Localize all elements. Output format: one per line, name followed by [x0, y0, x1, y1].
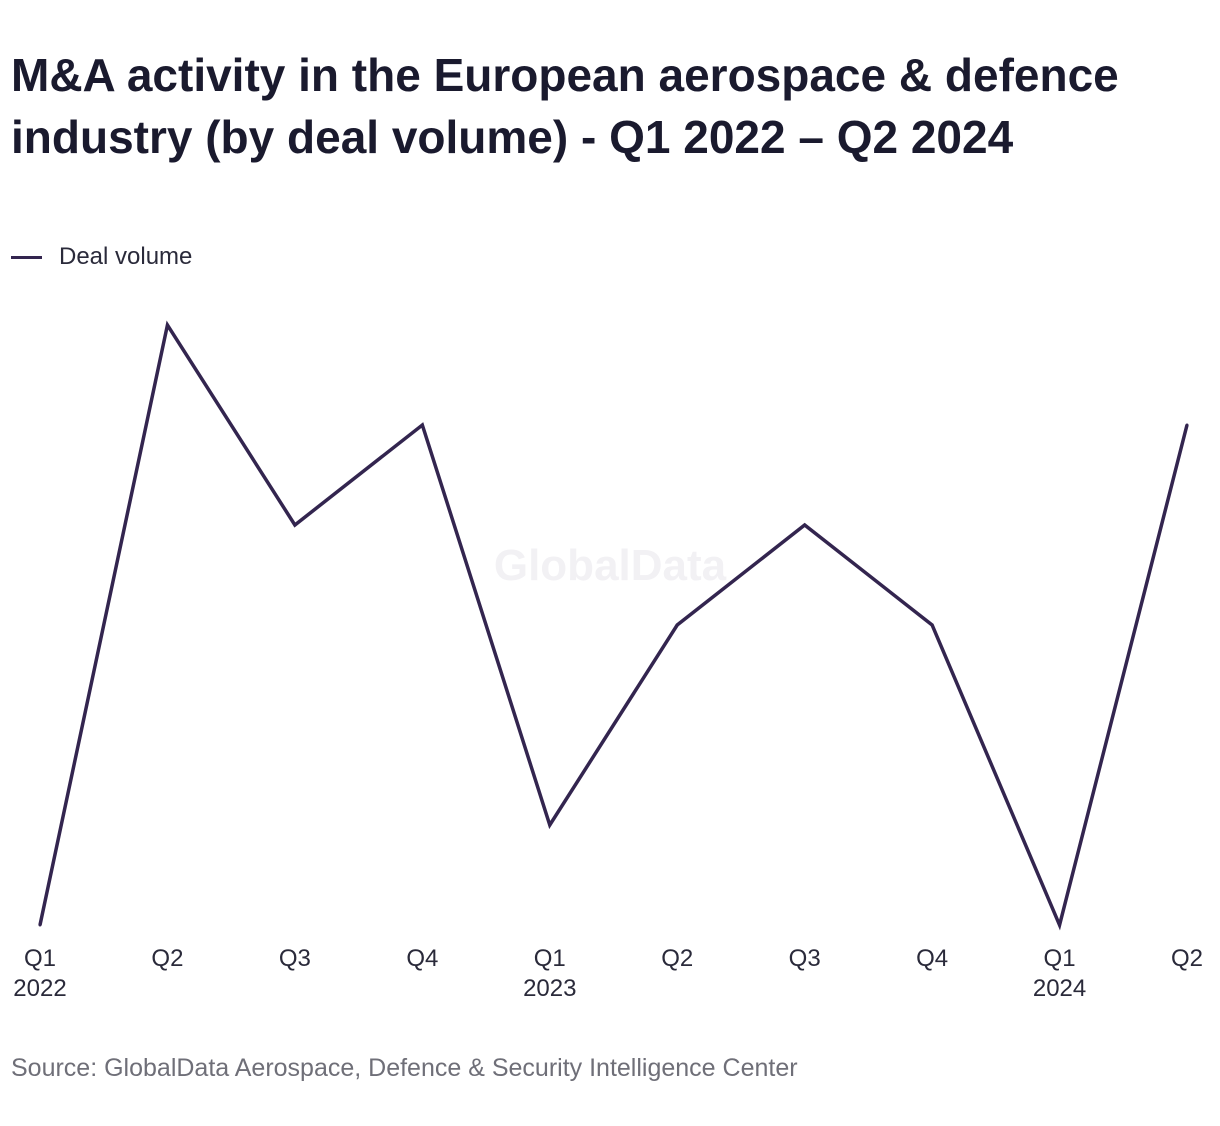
x-tick-label-quarter: Q1 — [1044, 945, 1076, 972]
data-points — [38, 323, 1189, 927]
data-point-9 — [1058, 923, 1062, 927]
legend-swatch — [11, 255, 42, 259]
data-point-7 — [803, 523, 807, 527]
data-point-2 — [165, 323, 169, 327]
series-line-deal-volume — [38, 320, 1189, 931]
data-point-6 — [675, 623, 679, 627]
x-tick-label-quarter: Q1 — [24, 945, 56, 972]
data-point-5 — [548, 823, 552, 827]
x-tick-label-quarter: Q3 — [279, 945, 311, 972]
x-tick-label-quarter: Q1 — [534, 945, 566, 972]
chart-title: M&A activity in the European aerospace &… — [11, 49, 1119, 163]
watermark: GlobalData — [494, 541, 727, 590]
data-point-3 — [293, 523, 297, 527]
line-chart: GlobalData Q1 2022 Q2 Q3 Q4 Q1 2023 Q2 Q3 Q4 Q1 202… — [13, 320, 1203, 1002]
data-point-8 — [930, 623, 934, 627]
x-tick-label-year: 2024 — [1033, 975, 1086, 1002]
x-tick-label-quarter: Q3 — [789, 945, 821, 972]
data-point-10 — [1185, 423, 1189, 427]
data-point-1 — [38, 923, 42, 927]
x-tick-label-quarter: Q2 — [1171, 945, 1203, 972]
x-tick-label-quarter: Q4 — [916, 945, 948, 972]
x-tick-label-quarter: Q4 — [406, 945, 438, 972]
data-point-4 — [420, 423, 424, 427]
source-note: Source: GlobalData Aerospace, Defence & … — [11, 1054, 798, 1082]
x-tick-label-year: 2022 — [13, 975, 66, 1002]
legend: Deal volume — [11, 242, 192, 272]
x-axis-ticks: Q1 2022 Q2 Q3 Q4 Q1 2023 Q2 Q3 Q4 Q1 2024 Q2 — [13, 945, 1203, 1002]
x-tick-label-quarter: Q2 — [661, 945, 693, 972]
x-tick-label-quarter: Q2 — [151, 945, 183, 972]
legend-label: Deal volume — [59, 243, 193, 270]
x-tick-label-year: 2023 — [523, 975, 576, 1002]
